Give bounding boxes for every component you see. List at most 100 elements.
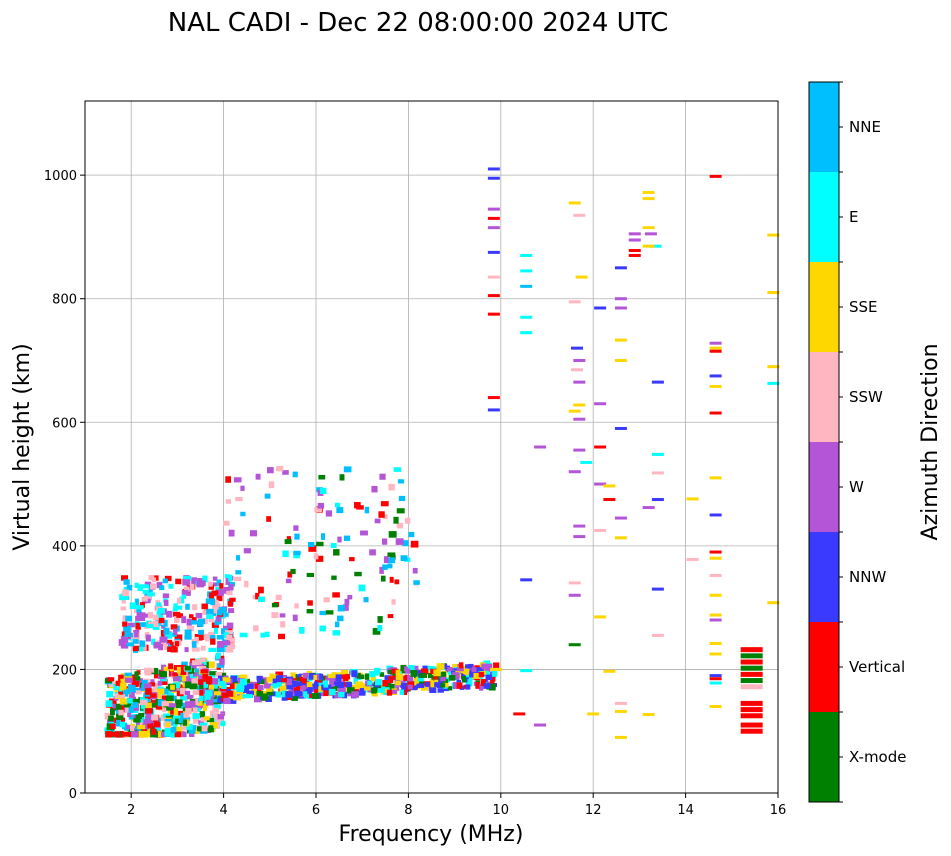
chart-title: NAL CADI - Dec 22 08:00:00 2024 UTC	[168, 8, 668, 38]
echo-point	[280, 621, 286, 628]
echo-point	[193, 728, 200, 735]
echo-point	[196, 703, 202, 710]
echo-point	[286, 685, 294, 690]
colorbar-segment	[809, 352, 839, 442]
echo-point	[642, 197, 655, 201]
echo-point	[260, 632, 266, 638]
echo-point	[709, 374, 722, 378]
echo-point	[316, 487, 323, 493]
echo-point	[205, 690, 213, 697]
echo-point	[709, 593, 722, 597]
echo-point	[285, 691, 293, 698]
echo-point	[426, 666, 435, 671]
echo-point	[157, 640, 165, 647]
echo-point	[295, 681, 303, 686]
echo-point	[145, 634, 151, 642]
echo-point	[128, 691, 135, 698]
echo-point	[740, 659, 763, 665]
echo-point	[456, 682, 463, 689]
echo-point	[212, 576, 218, 581]
echo-point	[256, 691, 264, 697]
echo-point	[176, 613, 183, 618]
echo-point	[258, 586, 264, 594]
echo-point	[465, 664, 473, 669]
echo-point	[594, 445, 607, 449]
echo-point	[390, 689, 398, 694]
echo-point	[322, 675, 329, 680]
echo-point	[187, 678, 195, 685]
echo-point	[230, 675, 238, 683]
echo-point	[114, 731, 120, 738]
echo-point	[329, 685, 338, 692]
echo-point	[227, 643, 236, 649]
echo-point	[181, 616, 187, 624]
echo-point	[403, 666, 409, 672]
echo-point	[252, 595, 258, 600]
echo-point	[205, 677, 213, 684]
colorbar: X-mode Vertical NNW W SSW SSE E NNE	[808, 81, 906, 803]
echo-point	[123, 732, 130, 737]
echo-point	[463, 668, 470, 675]
echo-point	[481, 663, 487, 670]
echo-point	[396, 522, 404, 529]
echo-point	[217, 640, 225, 648]
echo-point	[300, 685, 306, 691]
echo-point	[258, 596, 266, 602]
echo-point	[467, 679, 473, 684]
echo-point	[234, 576, 242, 582]
echo-point	[194, 636, 199, 644]
echo-point	[144, 683, 152, 690]
echo-point	[388, 531, 397, 538]
echo-point	[314, 507, 322, 513]
echo-point	[194, 668, 203, 676]
echo-point	[306, 572, 315, 578]
echo-point	[330, 543, 337, 548]
echo-point	[740, 653, 763, 659]
echo-point	[476, 669, 483, 675]
echo-point	[571, 368, 584, 372]
echo-point	[395, 669, 401, 675]
echo-point	[399, 689, 405, 695]
echo-point	[269, 673, 274, 679]
echo-point	[337, 536, 342, 543]
echo-point	[145, 688, 152, 695]
echo-point	[224, 612, 229, 617]
echo-point	[243, 686, 249, 694]
echo-point	[205, 598, 212, 605]
y-tick-label: 0	[69, 787, 77, 802]
echo-point	[118, 674, 124, 682]
echo-point	[628, 238, 641, 242]
echo-point	[568, 470, 581, 474]
echo-point	[211, 682, 218, 689]
echo-point	[334, 502, 341, 508]
echo-point	[614, 426, 627, 430]
echo-point	[172, 682, 180, 689]
echo-point	[520, 253, 533, 257]
echo-point	[178, 718, 184, 724]
echo-point	[487, 312, 500, 316]
echo-point	[411, 665, 419, 671]
echo-point	[403, 675, 409, 681]
echo-point	[573, 524, 586, 528]
echo-point	[153, 726, 161, 733]
echo-point	[323, 597, 330, 603]
echo-point	[379, 566, 384, 574]
echo-point	[379, 672, 385, 677]
echo-point	[126, 698, 133, 704]
echo-point	[568, 409, 581, 413]
echo-point	[471, 667, 477, 673]
echo-point	[487, 275, 500, 279]
echo-point	[126, 584, 133, 591]
echo-point	[461, 676, 467, 683]
echo-point	[212, 610, 217, 617]
echo-point	[166, 610, 173, 618]
echo-point	[325, 610, 334, 615]
echo-point	[346, 687, 355, 694]
echo-point	[380, 575, 386, 582]
echo-point	[226, 690, 234, 697]
echo-point	[144, 667, 152, 673]
echo-point	[135, 622, 141, 630]
x-tick-label: 14	[677, 803, 694, 818]
echo-point	[231, 690, 237, 697]
echo-point	[767, 233, 780, 237]
